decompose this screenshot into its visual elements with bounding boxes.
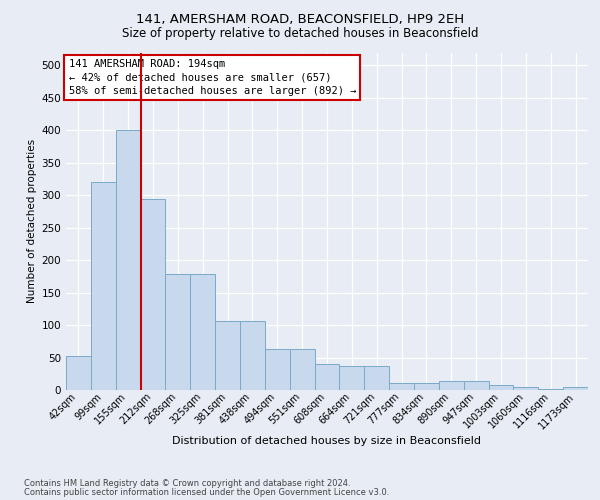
Text: Contains public sector information licensed under the Open Government Licence v3: Contains public sector information licen…: [24, 488, 389, 497]
Bar: [265, 349, 290, 390]
Bar: [414, 383, 439, 390]
Bar: [488, 385, 514, 390]
Bar: [538, 388, 563, 390]
Bar: [91, 182, 116, 390]
Bar: [140, 198, 166, 390]
Text: Size of property relative to detached houses in Beaconsfield: Size of property relative to detached ho…: [122, 28, 478, 40]
Text: 141 AMERSHAM ROAD: 194sqm
← 42% of detached houses are smaller (657)
58% of semi: 141 AMERSHAM ROAD: 194sqm ← 42% of detac…: [68, 59, 356, 96]
Bar: [190, 274, 215, 390]
Bar: [439, 381, 464, 390]
Bar: [166, 274, 190, 390]
Bar: [314, 364, 340, 390]
Bar: [290, 349, 314, 390]
Bar: [364, 366, 389, 390]
Text: 141, AMERSHAM ROAD, BEACONSFIELD, HP9 2EH: 141, AMERSHAM ROAD, BEACONSFIELD, HP9 2E…: [136, 12, 464, 26]
Text: Contains HM Land Registry data © Crown copyright and database right 2024.: Contains HM Land Registry data © Crown c…: [24, 479, 350, 488]
Bar: [240, 321, 265, 390]
X-axis label: Distribution of detached houses by size in Beaconsfield: Distribution of detached houses by size …: [173, 436, 482, 446]
Bar: [66, 356, 91, 390]
Bar: [464, 381, 488, 390]
Bar: [514, 387, 538, 390]
Bar: [340, 366, 364, 390]
Bar: [215, 321, 240, 390]
Bar: [389, 383, 414, 390]
Bar: [116, 130, 140, 390]
Bar: [563, 387, 588, 390]
Y-axis label: Number of detached properties: Number of detached properties: [27, 139, 37, 304]
